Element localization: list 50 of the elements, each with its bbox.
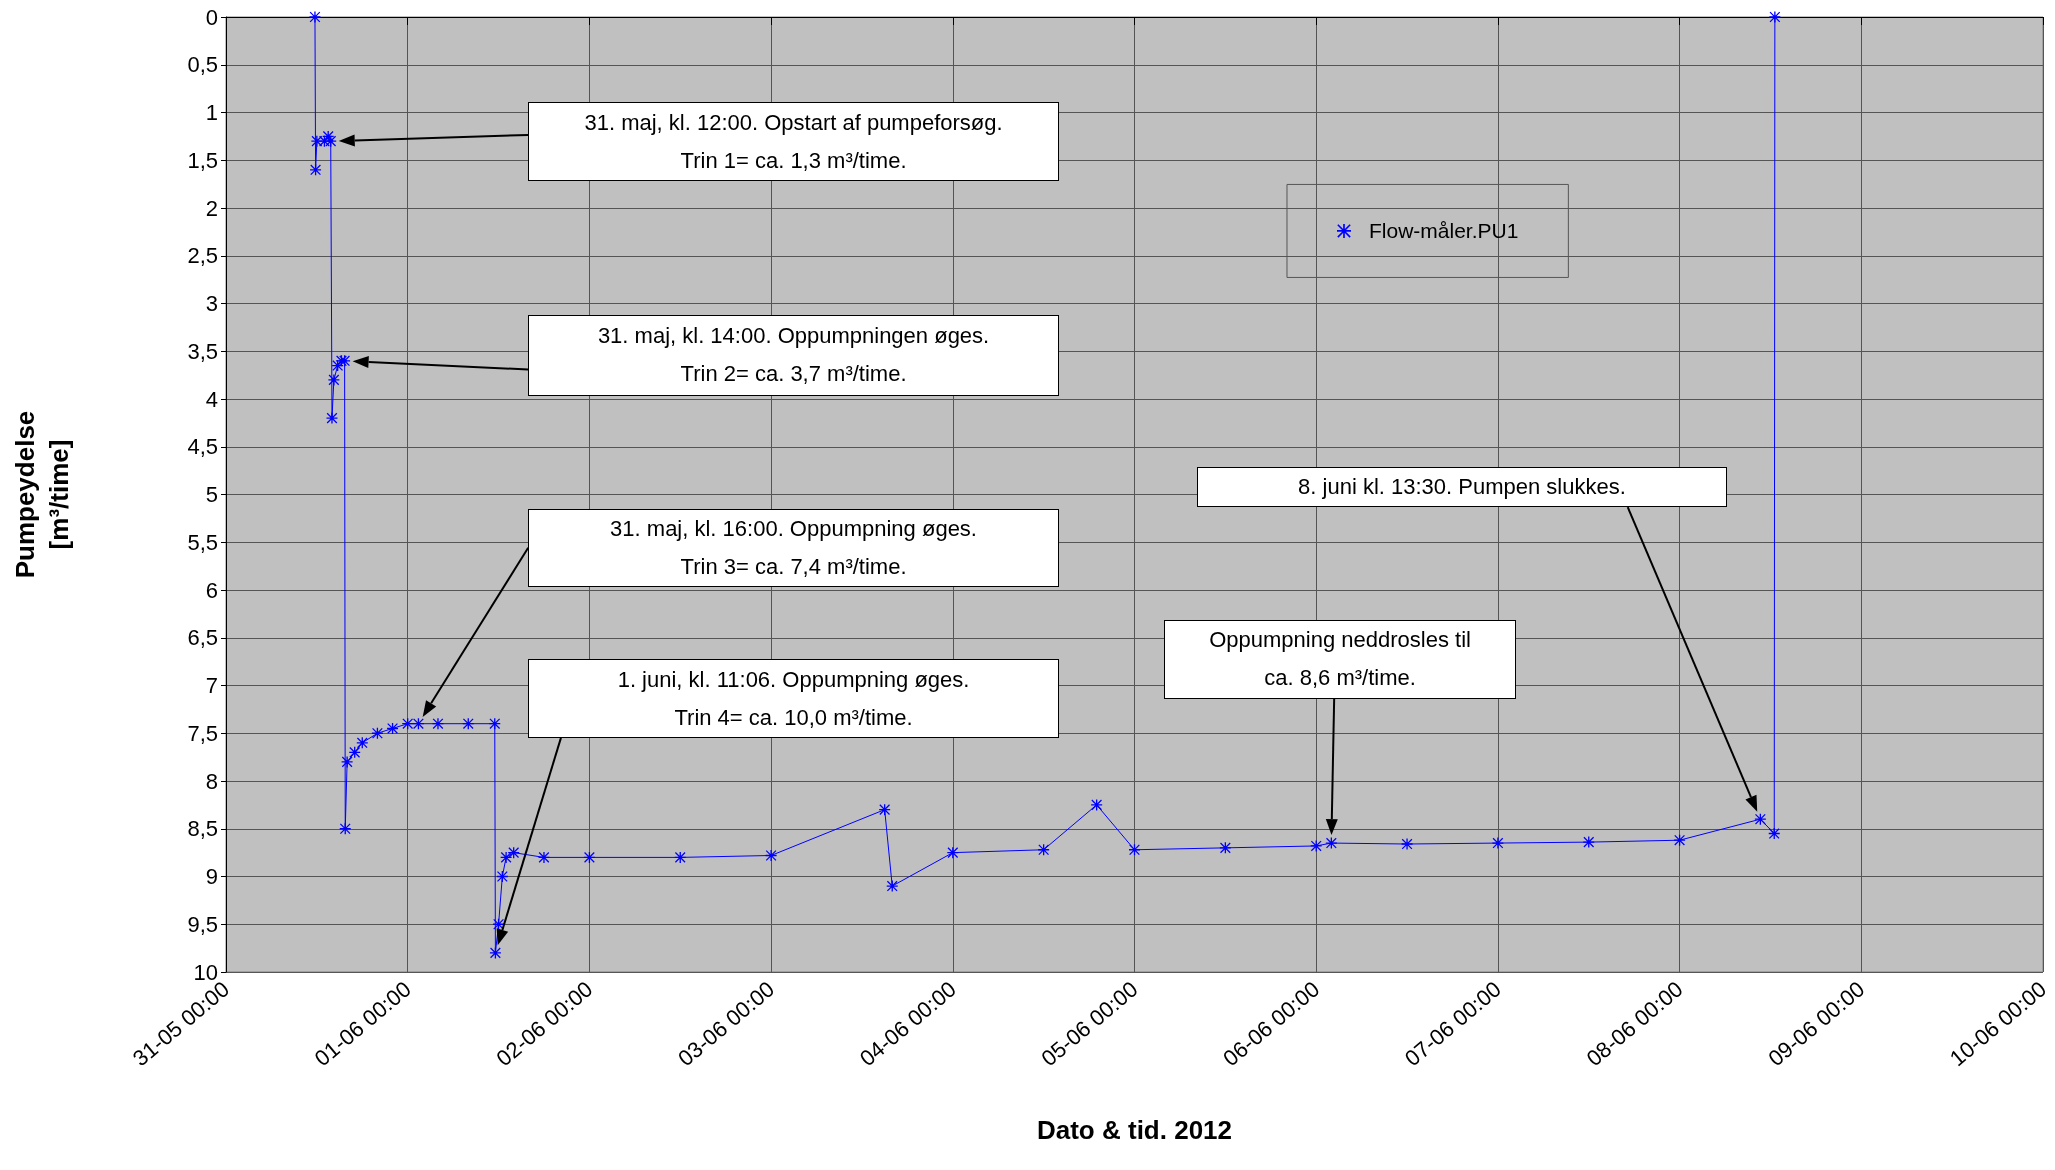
- point: [1769, 11, 1781, 23]
- y-tick-label: 3: [205, 291, 218, 316]
- point: [500, 851, 512, 863]
- text-box: 31. maj, kl. 16:00. Oppumpning øges. Trin 3= ca. 7,4 m³/time.: [528, 508, 1059, 588]
- y-tick-label: 2,5: [187, 243, 218, 269]
- text-box: 31. maj, kl. 14:00. Oppumpningen øges. Trin 2= ca. 3,7 m³/time.: [528, 314, 1059, 396]
- y-tick-label: 1,5: [187, 147, 218, 173]
- y-tick-label: 8,5: [187, 816, 218, 842]
- point: [1325, 837, 1337, 849]
- y-axis-title: Pumpeydelse [m³/time]: [10, 410, 74, 579]
- y-tick-label: 5,5: [187, 529, 218, 555]
- y-tick-label: 6,5: [187, 625, 218, 651]
- y-tick-label: 6: [205, 577, 218, 603]
- y-tick-label: 2: [205, 195, 218, 221]
- point: [1091, 799, 1103, 811]
- point: [489, 947, 501, 959]
- point: [886, 880, 898, 892]
- annotation: Oppumpning neddrosles til ca. 8,6 m³/time.: [1209, 626, 1471, 693]
- annotation: 31. maj, kl. 14:00. Oppumpningen øges. Trin 2= ca. 3,7 m³/time.: [597, 322, 990, 389]
- text-box: 8. juni kl. 13:30. Pumpen slukkes.: [1196, 466, 1728, 508]
- point: [341, 756, 353, 768]
- point: [325, 135, 337, 147]
- y-tick-label: 4,5: [187, 434, 218, 460]
- point: [432, 718, 444, 730]
- x-axis-title: Dato & tid. 2012: [1036, 1115, 1233, 1145]
- y-tick-label: 4: [205, 386, 218, 412]
- point: [1583, 836, 1595, 848]
- annotation: 31. maj, kl. 12:00. Opstart af pumpeforsøg. Trin 1= ca. 1,3 m³/time.: [584, 108, 1003, 175]
- y-tick-label: 8: [205, 768, 218, 794]
- y-tick-label: 7: [205, 673, 218, 698]
- point: [1310, 840, 1322, 852]
- annotation: 8. juni kl. 13:30. Pumpen slukkes.: [1298, 472, 1626, 501]
- point: [328, 374, 340, 386]
- point: [1492, 837, 1504, 849]
- y-tick-label: 1: [205, 100, 218, 125]
- text-box: Oppumpning neddrosles til ca. 8,6 m³/time.: [1163, 619, 1517, 699]
- text-box: 1. juni, kl. 11:06. Oppumpning øges. Trin 4= ca. 10,0 m³/time.: [528, 659, 1059, 738]
- point: [538, 851, 550, 863]
- y-tick-label: 9,5: [187, 911, 218, 937]
- y-tick-label: 5: [205, 482, 218, 507]
- y-tick-label: 7,5: [187, 720, 218, 746]
- annotation: 31. maj, kl. 16:00. Oppumpning øges. Trin 3= ca. 7,4 m³/time.: [610, 514, 977, 581]
- text-box: 31. maj, kl. 12:00. Opstart af pumpeforsøg. Trin 1= ca. 1,3 m³/time.: [528, 102, 1059, 181]
- y-tick-label: 9: [205, 864, 218, 889]
- y-tick-label: 0,5: [187, 52, 218, 78]
- y-tick-label: 3,5: [187, 338, 218, 364]
- point: [1219, 842, 1231, 854]
- y-tick-label: 0: [205, 4, 218, 30]
- point: [765, 849, 777, 861]
- annotation: 1. juni, kl. 11:06. Oppumpning øges. Trin 4= ca. 10,0 m³/time.: [617, 665, 970, 732]
